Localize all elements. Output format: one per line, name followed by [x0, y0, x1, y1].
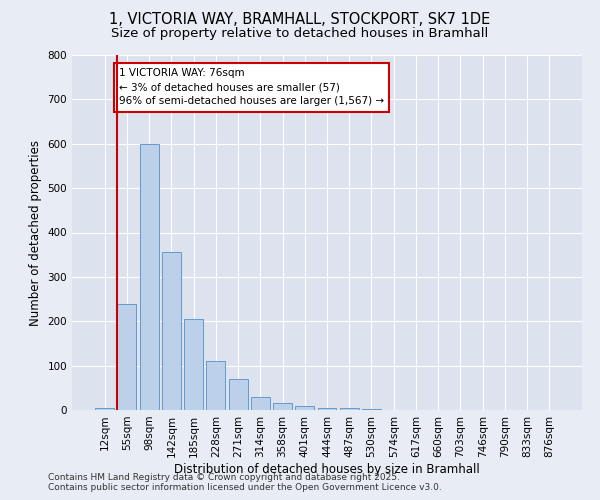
- Text: Size of property relative to detached houses in Bramhall: Size of property relative to detached ho…: [112, 28, 488, 40]
- Bar: [362, 409, 381, 410]
- X-axis label: Distribution of detached houses by size in Bramhall: Distribution of detached houses by size …: [174, 462, 480, 475]
- Bar: [162, 252, 181, 410]
- Bar: [295, 406, 314, 410]
- Bar: [317, 408, 337, 410]
- Bar: [95, 408, 114, 410]
- Y-axis label: Number of detached properties: Number of detached properties: [29, 140, 42, 326]
- Bar: [184, 319, 203, 410]
- Bar: [118, 304, 136, 410]
- Bar: [206, 361, 225, 410]
- Bar: [273, 404, 292, 410]
- Text: 1, VICTORIA WAY, BRAMHALL, STOCKPORT, SK7 1DE: 1, VICTORIA WAY, BRAMHALL, STOCKPORT, SK…: [109, 12, 491, 28]
- Bar: [251, 396, 270, 410]
- Text: 1 VICTORIA WAY: 76sqm
← 3% of detached houses are smaller (57)
96% of semi-detac: 1 VICTORIA WAY: 76sqm ← 3% of detached h…: [119, 68, 384, 106]
- Text: Contains HM Land Registry data © Crown copyright and database right 2025.
Contai: Contains HM Land Registry data © Crown c…: [48, 473, 442, 492]
- Bar: [140, 144, 158, 410]
- Bar: [229, 379, 248, 410]
- Bar: [340, 408, 359, 410]
